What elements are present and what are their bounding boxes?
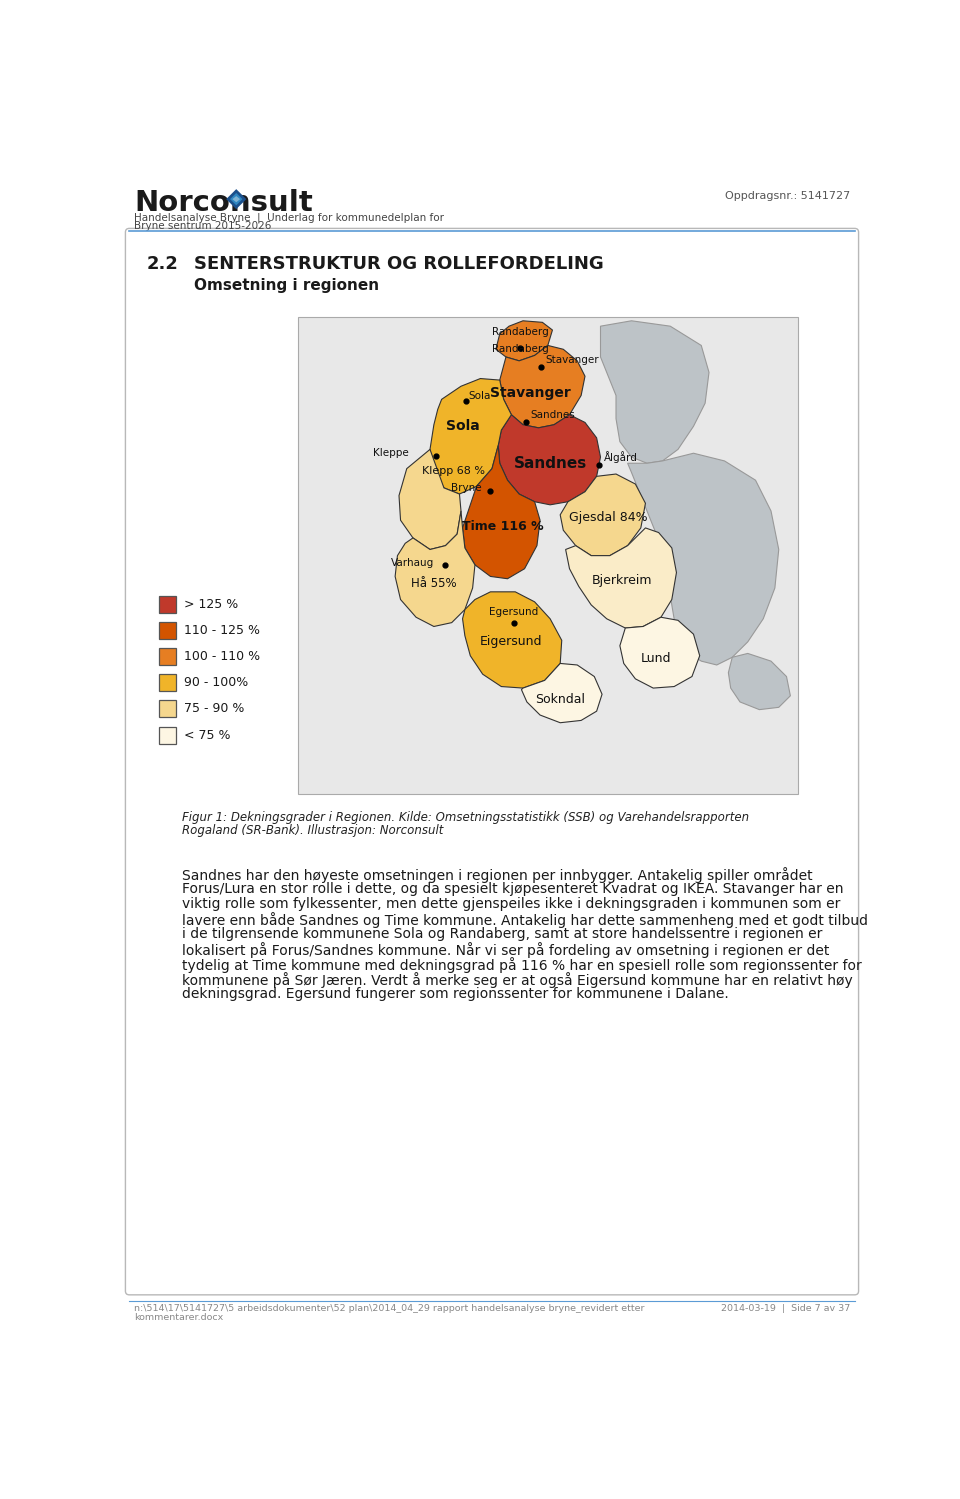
Polygon shape [399, 450, 461, 550]
Polygon shape [500, 345, 585, 427]
Bar [158, 700, 176, 718]
Text: dekningsgrad. Egersund fungerer som regionssenter for kommunene i Dalane.: dekningsgrad. Egersund fungerer som regi… [182, 986, 729, 1001]
Text: Sola: Sola [468, 391, 492, 402]
Text: Gjesdal 84%: Gjesdal 84% [569, 511, 648, 523]
Text: Time 116 %: Time 116 % [462, 520, 543, 532]
Text: Sandnes har den høyeste omsetningen i regionen per innbygger. Antakelig spiller : Sandnes har den høyeste omsetningen i re… [182, 866, 812, 883]
Text: Egersund: Egersund [489, 607, 539, 618]
Text: Ålgård: Ålgård [605, 451, 638, 463]
Text: Forus/Lura en stor rolle i dette, og da spesielt kjøpesenteret Kvadrat og IKEA. : Forus/Lura en stor rolle i dette, og da … [182, 881, 844, 896]
Text: < 75 %: < 75 % [183, 729, 230, 742]
Text: n:\514\17\5141727\5 arbeidsdokumenter\52 plan\2014_04_29 rapport handelsanalyse : n:\514\17\5141727\5 arbeidsdokumenter\52… [134, 1304, 644, 1313]
Text: Handelsanalyse Bryne  |  Underlag for kommunedelplan for: Handelsanalyse Bryne | Underlag for komm… [134, 213, 444, 223]
Text: tydelig at Time kommune med dekningsgrad på 116 % har en spesiell rolle som regi: tydelig at Time kommune med dekningsgrad… [182, 956, 862, 973]
Bar [158, 675, 176, 691]
Text: 2.2: 2.2 [147, 255, 179, 273]
Text: Omsetning i regionen: Omsetning i regionen [194, 279, 379, 294]
Text: Klepp 68 %: Klepp 68 % [422, 466, 485, 477]
Polygon shape [620, 618, 700, 688]
Text: Sokndal: Sokndal [536, 693, 586, 706]
Polygon shape [463, 445, 540, 579]
Text: > 125 %: > 125 % [183, 598, 238, 610]
Text: kommunene på Sør Jæren. Verdt å merke seg er at også Eigersund kommune har en re: kommunene på Sør Jæren. Verdt å merke se… [182, 971, 852, 988]
Text: Eigersund: Eigersund [480, 636, 542, 649]
Polygon shape [227, 189, 247, 210]
Text: Rogaland (SR-Bank). Illustrasjon: Norconsult: Rogaland (SR-Bank). Illustrasjon: Norcon… [182, 824, 444, 838]
Bar [158, 622, 176, 639]
Text: Bjerkreim: Bjerkreim [592, 574, 653, 586]
Text: viktig rolle som fylkessenter, men dette gjenspeiles ikke i dekningsgraden i kom: viktig rolle som fylkessenter, men dette… [182, 896, 840, 911]
Polygon shape [565, 528, 677, 628]
Polygon shape [628, 453, 779, 666]
Polygon shape [463, 592, 562, 688]
Text: SENTERSTRUKTUR OG ROLLEFORDELING: SENTERSTRUKTUR OG ROLLEFORDELING [194, 255, 604, 273]
Text: lavere enn både Sandnes og Time kommune. Antakelig har dette sammenheng med et g: lavere enn både Sandnes og Time kommune.… [182, 911, 868, 928]
Text: Lund: Lund [641, 652, 672, 666]
Polygon shape [396, 511, 475, 627]
Text: Sola: Sola [446, 418, 480, 433]
Text: 75 - 90 %: 75 - 90 % [183, 703, 244, 715]
Text: Oppdragsnr.: 5141727: Oppdragsnr.: 5141727 [725, 190, 850, 201]
Polygon shape [430, 379, 512, 495]
Text: Figur 1: Dekningsgrader i Regionen. Kilde: Omsetningsstatistikk (SSB) og Varehan: Figur 1: Dekningsgrader i Regionen. Kild… [182, 811, 749, 824]
Text: Randaberg: Randaberg [492, 343, 548, 354]
Text: 90 - 100%: 90 - 100% [183, 676, 248, 690]
Bar [158, 727, 176, 744]
Text: Randaberg: Randaberg [492, 327, 548, 337]
Bar [158, 595, 176, 613]
Bar [158, 648, 176, 666]
Text: Bryne: Bryne [450, 483, 481, 493]
Text: Hå 55%: Hå 55% [411, 577, 457, 591]
Text: lokalisert på Forus/Sandnes kommune. Når vi ser på fordeling av omsetning i regi: lokalisert på Forus/Sandnes kommune. Når… [182, 941, 829, 958]
Polygon shape [729, 654, 790, 709]
Polygon shape [496, 321, 552, 361]
Text: Sandnes: Sandnes [531, 411, 575, 420]
Polygon shape [232, 196, 240, 202]
Polygon shape [521, 664, 602, 723]
Text: 100 - 110 %: 100 - 110 % [183, 651, 259, 663]
FancyBboxPatch shape [126, 228, 858, 1295]
Polygon shape [561, 474, 645, 556]
Text: Stavanger: Stavanger [491, 387, 571, 400]
Text: Bryne sentrum 2015-2026: Bryne sentrum 2015-2026 [134, 220, 272, 231]
Text: Sandnes: Sandnes [514, 456, 587, 471]
Text: Varhaug: Varhaug [392, 558, 435, 568]
Text: Stavanger: Stavanger [545, 355, 599, 364]
Text: Norconsult: Norconsult [134, 189, 313, 217]
Text: Kleppe: Kleppe [372, 448, 408, 459]
Polygon shape [601, 321, 709, 463]
Text: 2014-03-19  |  Side 7 av 37: 2014-03-19 | Side 7 av 37 [721, 1304, 850, 1313]
Polygon shape [498, 415, 601, 505]
Text: i de tilgrensende kommunene Sola og Randaberg, samt at store handelssentre i reg: i de tilgrensende kommunene Sola og Rand… [182, 926, 823, 941]
Text: 110 - 125 %: 110 - 125 % [183, 624, 259, 637]
Polygon shape [230, 193, 243, 205]
Text: kommentarer.docx: kommentarer.docx [134, 1313, 223, 1322]
Bar [299, 316, 798, 794]
